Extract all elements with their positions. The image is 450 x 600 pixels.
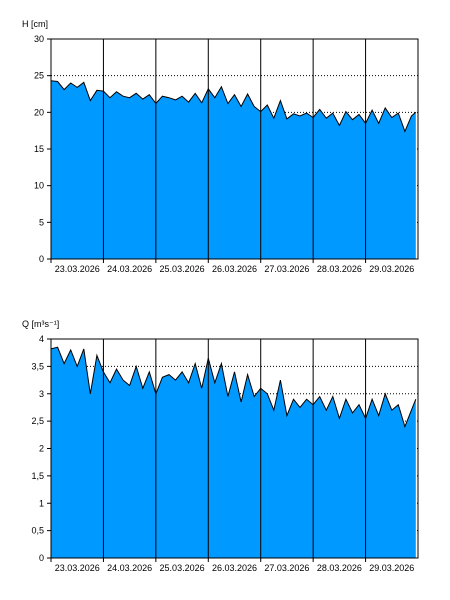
y-tick-label: 10 bbox=[34, 181, 44, 191]
y-tick-label: 1,5 bbox=[31, 471, 44, 481]
plot-frame bbox=[50, 338, 419, 559]
y-tick-label: 3 bbox=[39, 389, 44, 399]
y-tick-label: 4 bbox=[39, 334, 44, 344]
x-tick-label: 25.03.2026 bbox=[160, 264, 205, 274]
y-tick-label: 15 bbox=[34, 144, 44, 154]
x-tick-label: 28.03.2026 bbox=[317, 264, 362, 274]
x-tick-label: 27.03.2026 bbox=[264, 264, 309, 274]
x-tick-label: 23.03.2026 bbox=[55, 264, 100, 274]
y-tick-label: 0 bbox=[39, 553, 44, 563]
x-tick-label: 23.03.2026 bbox=[55, 563, 100, 573]
x-tick-label: 29.03.2026 bbox=[369, 264, 414, 274]
y-tick-label: 25 bbox=[34, 71, 44, 81]
x-tick-label: 27.03.2026 bbox=[264, 563, 309, 573]
y-tick-label: 2 bbox=[39, 444, 44, 454]
y-tick-label: 2,5 bbox=[31, 416, 44, 426]
y-tick-label: 0,5 bbox=[31, 526, 44, 536]
y-axis-label: H [cm] bbox=[22, 19, 48, 29]
y-tick-label: 1 bbox=[39, 498, 44, 508]
y-tick-label: 30 bbox=[34, 34, 44, 44]
y-tick-label: 5 bbox=[39, 217, 44, 227]
data-area bbox=[51, 80, 416, 259]
x-tick-label: 28.03.2026 bbox=[317, 563, 362, 573]
data-area bbox=[51, 347, 416, 558]
y-tick-label: 0 bbox=[39, 254, 44, 264]
plot-frame bbox=[50, 38, 419, 260]
y-tick-label: 3,5 bbox=[31, 361, 44, 371]
data-line bbox=[50, 346, 417, 429]
data-line bbox=[50, 80, 417, 133]
y-axis-label: Q [m³s⁻¹] bbox=[22, 319, 59, 329]
x-tick-label: 25.03.2026 bbox=[160, 563, 205, 573]
y-tick-label: 20 bbox=[34, 107, 44, 117]
x-tick-label: 26.03.2026 bbox=[212, 264, 257, 274]
x-tick-label: 24.03.2026 bbox=[107, 264, 152, 274]
x-tick-label: 26.03.2026 bbox=[212, 563, 257, 573]
x-tick-label: 29.03.2026 bbox=[369, 563, 414, 573]
x-tick-label: 24.03.2026 bbox=[107, 563, 152, 573]
